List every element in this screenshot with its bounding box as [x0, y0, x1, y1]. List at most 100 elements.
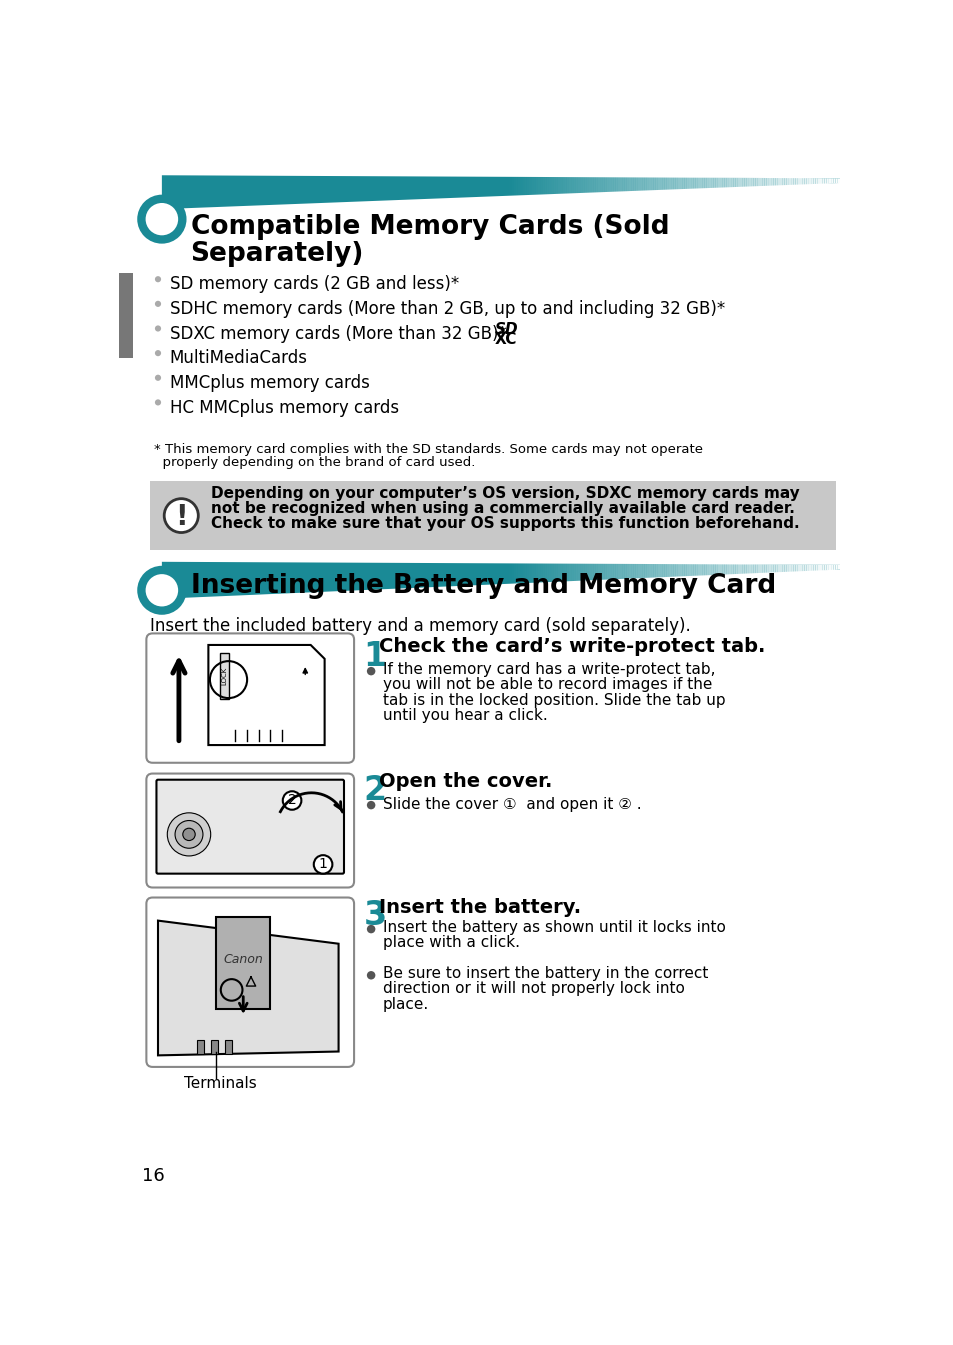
- Polygon shape: [578, 562, 579, 593]
- Polygon shape: [558, 176, 559, 206]
- Polygon shape: [162, 562, 840, 599]
- Polygon shape: [633, 564, 635, 588]
- Text: you will not be able to record images if the: you will not be able to record images if…: [382, 678, 711, 693]
- Polygon shape: [673, 176, 675, 196]
- Polygon shape: [797, 178, 800, 186]
- Polygon shape: [606, 562, 608, 590]
- Polygon shape: [526, 175, 528, 207]
- Text: Depending on your computer’s OS version, SDXC memory cards may: Depending on your computer’s OS version,…: [211, 487, 799, 502]
- Polygon shape: [821, 178, 823, 184]
- Polygon shape: [755, 178, 757, 190]
- Polygon shape: [537, 176, 539, 207]
- Polygon shape: [797, 565, 800, 573]
- Text: Check to make sure that your OS supports this function beforehand.: Check to make sure that your OS supports…: [211, 515, 799, 530]
- Polygon shape: [835, 565, 837, 570]
- Circle shape: [154, 325, 161, 332]
- Polygon shape: [700, 178, 701, 194]
- Polygon shape: [641, 564, 644, 586]
- Polygon shape: [717, 564, 720, 580]
- Polygon shape: [584, 176, 586, 203]
- Polygon shape: [661, 564, 664, 585]
- Polygon shape: [823, 565, 826, 570]
- Polygon shape: [770, 178, 773, 188]
- Polygon shape: [695, 564, 697, 582]
- Polygon shape: [541, 176, 544, 206]
- Polygon shape: [713, 564, 715, 581]
- Polygon shape: [548, 176, 551, 206]
- Polygon shape: [760, 564, 761, 577]
- Text: properly depending on the brand of card used.: properly depending on the brand of card …: [154, 456, 475, 468]
- Polygon shape: [773, 178, 775, 188]
- FancyBboxPatch shape: [146, 897, 354, 1067]
- Polygon shape: [539, 176, 541, 207]
- Polygon shape: [598, 176, 599, 202]
- Polygon shape: [639, 564, 641, 586]
- Polygon shape: [821, 565, 823, 572]
- Polygon shape: [688, 178, 690, 195]
- Polygon shape: [626, 176, 628, 199]
- Polygon shape: [664, 176, 666, 196]
- Polygon shape: [668, 176, 671, 196]
- Polygon shape: [793, 178, 795, 187]
- Polygon shape: [566, 176, 568, 204]
- Polygon shape: [795, 565, 797, 573]
- Polygon shape: [753, 178, 755, 190]
- Polygon shape: [683, 178, 686, 195]
- Polygon shape: [808, 565, 810, 572]
- Polygon shape: [710, 178, 713, 194]
- Polygon shape: [653, 176, 655, 198]
- Polygon shape: [553, 176, 555, 206]
- Circle shape: [367, 925, 375, 933]
- Text: Canon: Canon: [223, 952, 263, 966]
- Polygon shape: [573, 562, 575, 593]
- Text: Terminals: Terminals: [183, 1076, 256, 1091]
- Polygon shape: [586, 176, 588, 203]
- Polygon shape: [803, 565, 806, 573]
- Text: direction or it will not properly lock into: direction or it will not properly lock i…: [382, 982, 684, 997]
- Polygon shape: [561, 562, 564, 594]
- Polygon shape: [820, 565, 821, 572]
- Polygon shape: [558, 562, 559, 594]
- Polygon shape: [828, 179, 830, 184]
- Polygon shape: [619, 176, 621, 200]
- Polygon shape: [595, 176, 598, 202]
- Polygon shape: [599, 176, 601, 202]
- Polygon shape: [551, 562, 553, 594]
- FancyBboxPatch shape: [146, 633, 354, 763]
- Circle shape: [154, 301, 161, 307]
- Polygon shape: [728, 178, 730, 192]
- Text: MultiMediaCards: MultiMediaCards: [170, 350, 307, 367]
- Polygon shape: [773, 565, 775, 576]
- Polygon shape: [531, 175, 533, 207]
- Polygon shape: [535, 176, 537, 207]
- Circle shape: [164, 499, 198, 533]
- Polygon shape: [833, 179, 835, 183]
- Polygon shape: [810, 178, 813, 186]
- Polygon shape: [803, 178, 806, 186]
- Polygon shape: [666, 564, 668, 585]
- Polygon shape: [635, 564, 638, 588]
- Polygon shape: [810, 565, 813, 572]
- Polygon shape: [579, 562, 581, 592]
- Text: Insert the battery.: Insert the battery.: [378, 897, 580, 916]
- Text: SD memory cards (2 GB and less)*: SD memory cards (2 GB and less)*: [170, 276, 458, 293]
- Polygon shape: [635, 176, 638, 199]
- Polygon shape: [775, 565, 777, 576]
- Polygon shape: [750, 178, 753, 190]
- Polygon shape: [535, 562, 537, 596]
- Text: place.: place.: [382, 997, 429, 1011]
- Polygon shape: [795, 178, 797, 187]
- Polygon shape: [588, 176, 591, 203]
- Polygon shape: [786, 178, 788, 187]
- Polygon shape: [741, 564, 743, 578]
- Text: 16: 16: [142, 1167, 165, 1185]
- Polygon shape: [835, 179, 837, 183]
- Polygon shape: [624, 176, 626, 200]
- Polygon shape: [757, 178, 760, 190]
- Polygon shape: [584, 562, 586, 592]
- Polygon shape: [817, 565, 820, 572]
- Polygon shape: [806, 565, 808, 573]
- Polygon shape: [568, 176, 571, 204]
- Text: 2: 2: [288, 792, 296, 807]
- Polygon shape: [675, 176, 678, 196]
